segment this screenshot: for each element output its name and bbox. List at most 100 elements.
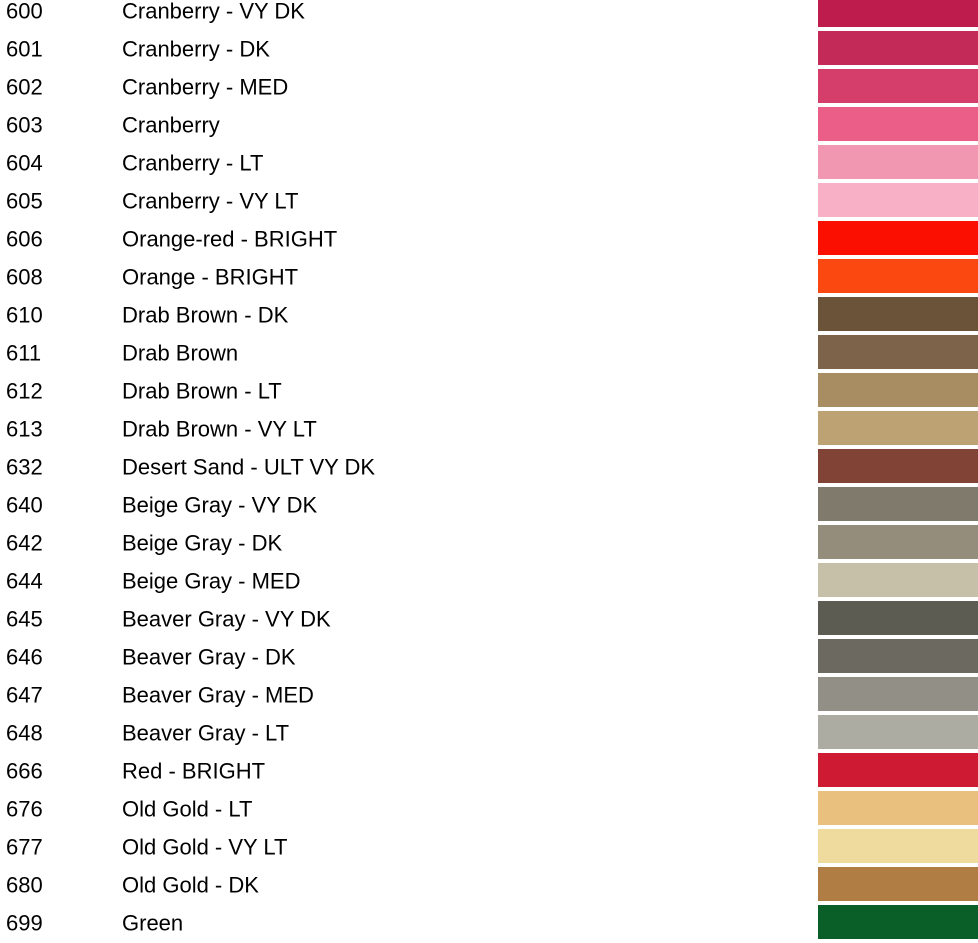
color-swatch — [818, 221, 978, 255]
color-swatch — [818, 867, 978, 901]
color-code: 604 — [6, 150, 43, 176]
color-swatch — [818, 69, 978, 103]
color-swatch — [818, 0, 978, 27]
color-row: 605 Cranberry - VY LT — [0, 183, 978, 221]
color-row: 608 Orange - BRIGHT — [0, 259, 978, 297]
color-swatch — [818, 601, 978, 635]
color-name: Drab Brown - LT — [122, 378, 282, 404]
color-row: 645 Beaver Gray - VY DK — [0, 601, 978, 639]
color-swatch — [818, 31, 978, 65]
color-swatch — [818, 525, 978, 559]
color-code: 601 — [6, 36, 43, 62]
color-swatch — [818, 563, 978, 597]
color-code: 646 — [6, 644, 43, 670]
color-row: 680 Old Gold - DK — [0, 867, 978, 905]
color-row: 632 Desert Sand - ULT VY DK — [0, 449, 978, 487]
color-code: 602 — [6, 74, 43, 100]
color-swatch — [818, 677, 978, 711]
color-name: Old Gold - VY LT — [122, 834, 288, 860]
color-code: 677 — [6, 834, 43, 860]
color-code: 645 — [6, 606, 43, 632]
color-code: 699 — [6, 910, 43, 936]
color-code: 611 — [6, 340, 42, 366]
color-code: 600 — [6, 0, 43, 24]
color-swatch — [818, 107, 978, 141]
color-swatch — [818, 449, 978, 483]
color-row: 699 Green — [0, 905, 978, 943]
color-row: 612 Drab Brown - LT — [0, 373, 978, 411]
color-name: Orange-red - BRIGHT — [122, 226, 338, 252]
color-swatch — [818, 715, 978, 749]
color-code: 647 — [6, 682, 43, 708]
color-row: 666 Red - BRIGHT — [0, 753, 978, 791]
color-code: 666 — [6, 758, 43, 784]
color-name: Green — [122, 910, 184, 936]
color-name: Cranberry - MED — [122, 74, 289, 100]
color-swatch — [818, 639, 978, 673]
color-code: 612 — [6, 378, 43, 404]
color-code: 680 — [6, 872, 43, 898]
color-name: Beige Gray - DK — [122, 530, 283, 556]
color-row: 613 Drab Brown - VY LT — [0, 411, 978, 449]
color-row: 600 Cranberry - VY DK — [0, 0, 978, 31]
color-code: 603 — [6, 112, 43, 138]
color-name: Drab Brown - DK — [122, 302, 289, 328]
color-name: Old Gold - LT — [122, 796, 253, 822]
color-swatch — [818, 373, 978, 407]
color-name: Orange - BRIGHT — [122, 264, 299, 290]
color-swatch — [818, 753, 978, 787]
color-swatch — [818, 791, 978, 825]
color-row: 647 Beaver Gray - MED — [0, 677, 978, 715]
color-name: Old Gold - DK — [122, 872, 259, 898]
color-row: 611 Drab Brown — [0, 335, 978, 373]
color-code: 613 — [6, 416, 43, 442]
color-swatch — [818, 145, 978, 179]
color-swatch — [818, 829, 978, 863]
color-code: 642 — [6, 530, 43, 556]
color-swatch — [818, 297, 978, 331]
color-name: Drab Brown - VY LT — [122, 416, 317, 442]
color-row: 606 Orange-red - BRIGHT — [0, 221, 978, 259]
color-row: 604 Cranberry - LT — [0, 145, 978, 183]
color-swatch — [818, 905, 978, 939]
color-name: Cranberry - VY LT — [122, 188, 299, 214]
color-row: 642 Beige Gray - DK — [0, 525, 978, 563]
color-name: Cranberry - LT — [122, 150, 264, 176]
color-name: Beige Gray - VY DK — [122, 492, 318, 518]
color-name: Red - BRIGHT — [122, 758, 266, 784]
color-code: 632 — [6, 454, 43, 480]
color-name: Beaver Gray - MED — [122, 682, 314, 708]
color-code: 606 — [6, 226, 43, 252]
color-code: 648 — [6, 720, 43, 746]
color-code: 605 — [6, 188, 43, 214]
color-name: Cranberry — [122, 112, 220, 138]
color-swatch — [818, 487, 978, 521]
color-row: 640 Beige Gray - VY DK — [0, 487, 978, 525]
color-row: 676 Old Gold - LT — [0, 791, 978, 829]
color-name: Cranberry - DK — [122, 36, 270, 62]
color-row: 610 Drab Brown - DK — [0, 297, 978, 335]
color-row: 646 Beaver Gray - DK — [0, 639, 978, 677]
color-code: 644 — [6, 568, 43, 594]
color-row: 677 Old Gold - VY LT — [0, 829, 978, 867]
color-row: 648 Beaver Gray - LT — [0, 715, 978, 753]
color-name: Drab Brown — [122, 340, 239, 366]
color-row: 601 Cranberry - DK — [0, 31, 978, 69]
color-name: Beige Gray - MED — [122, 568, 301, 594]
color-row: 603 Cranberry — [0, 107, 978, 145]
color-code: 676 — [6, 796, 43, 822]
color-swatch — [818, 183, 978, 217]
color-swatch — [818, 259, 978, 293]
color-name: Beaver Gray - LT — [122, 720, 290, 746]
color-name: Beaver Gray - VY DK — [122, 606, 331, 632]
color-code: 640 — [6, 492, 43, 518]
color-row: 602 Cranberry - MED — [0, 69, 978, 107]
color-code: 608 — [6, 264, 43, 290]
color-row: 644 Beige Gray - MED — [0, 563, 978, 601]
color-name: Beaver Gray - DK — [122, 644, 296, 670]
color-name: Desert Sand - ULT VY DK — [122, 454, 376, 480]
color-swatch — [818, 335, 978, 369]
color-name: Cranberry - VY DK — [122, 0, 305, 24]
color-code: 610 — [6, 302, 43, 328]
